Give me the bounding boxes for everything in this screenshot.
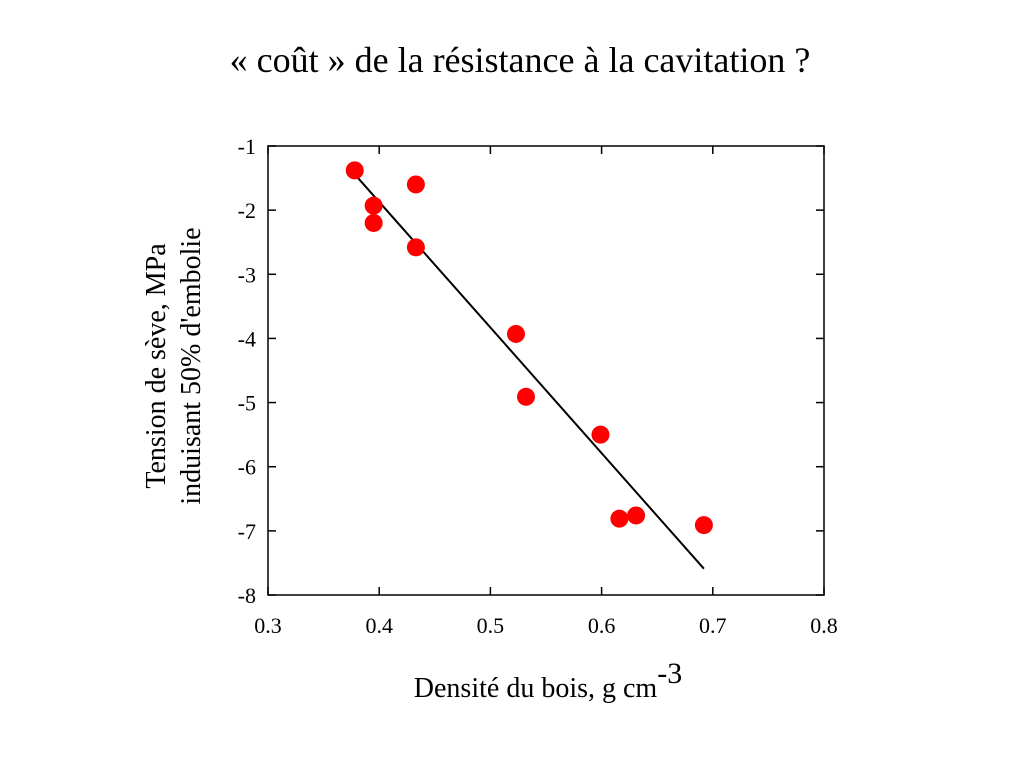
data-point <box>364 196 383 215</box>
data-point <box>627 506 646 525</box>
y-tick-label: -3 <box>238 262 256 287</box>
x-axis-label-exponent: -3 <box>657 657 682 690</box>
y-tick-label: -4 <box>238 326 256 351</box>
y-tick-label: -2 <box>238 198 256 223</box>
y-axis-label-line-2: induisant 50% d'embolie <box>176 227 207 504</box>
fit-line <box>356 176 705 570</box>
y-axis-label: Tension de sève, MPa induisant 50% d'emb… <box>141 227 207 504</box>
axis-tick-labels: 0.3 0.4 0.5 0.6 0.7 0.8 -1 -2 -3 -4 -5 -6 -7 -8 <box>238 134 838 638</box>
plot-frame-border <box>267 145 825 596</box>
data-points <box>345 161 713 535</box>
y-tick-label: -7 <box>238 519 256 544</box>
y-axis-label-line-1: Tension de sève, MPa <box>141 243 172 489</box>
axis-ticks <box>267 145 825 596</box>
x-tick-label: 0.6 <box>588 613 616 638</box>
data-point <box>694 516 713 535</box>
data-point <box>610 509 629 528</box>
y-tick-label: -5 <box>238 391 256 416</box>
regression-line <box>356 176 705 570</box>
data-point <box>345 161 364 180</box>
x-axis-label: Densité du bois, g cm-3 <box>414 657 682 704</box>
data-point <box>406 175 425 194</box>
slide-title: « coût » de la résistance à la cavitatio… <box>229 40 811 80</box>
y-tick-label: -1 <box>238 134 256 159</box>
x-tick-label: 0.7 <box>699 613 727 638</box>
data-point <box>506 324 525 343</box>
data-point <box>591 425 610 444</box>
x-axis-label-text: Densité du bois, g cm <box>414 673 658 704</box>
data-point <box>516 387 535 406</box>
x-tick-label: 0.5 <box>477 613 505 638</box>
y-tick-label: -6 <box>238 455 256 480</box>
x-tick-label: 0.8 <box>810 613 838 638</box>
y-tick-label: -8 <box>238 583 256 608</box>
x-tick-label: 0.3 <box>254 613 282 638</box>
data-point <box>406 238 425 257</box>
plot-frame <box>267 145 825 596</box>
x-tick-label: 0.4 <box>365 613 393 638</box>
data-point <box>364 213 383 232</box>
